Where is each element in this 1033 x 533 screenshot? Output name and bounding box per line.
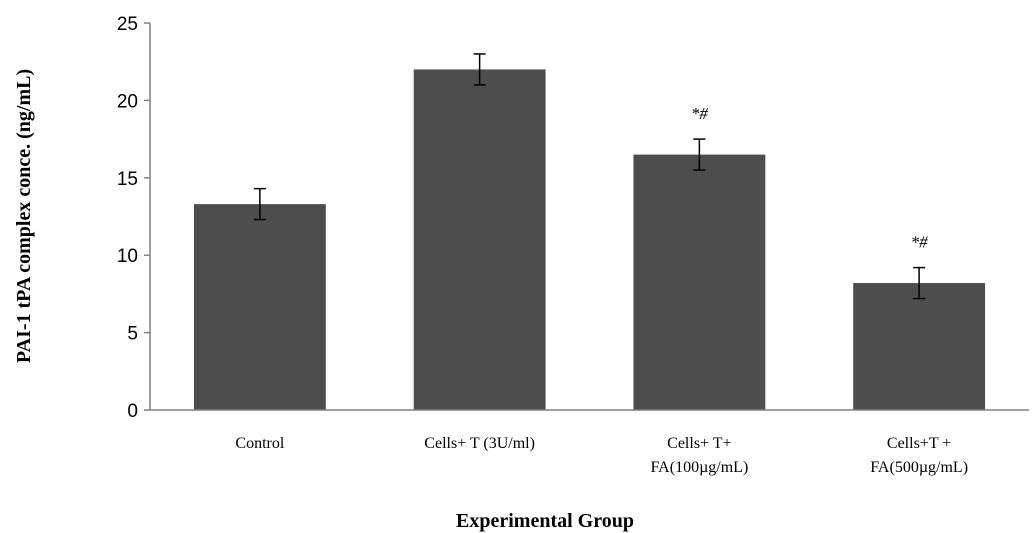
significance-annotation: *# xyxy=(911,233,929,252)
bars xyxy=(193,69,986,410)
bar xyxy=(413,69,546,410)
y-tick-label: 5 xyxy=(127,324,138,345)
y-axis-title: PAI-1 tPA complex conce. (ng/mL) xyxy=(13,69,35,363)
y-tick-label: 25 xyxy=(117,14,138,35)
x-axis-categories: Control Cells+ T (3U/ml) Cells+ T+ FA(100µg… xyxy=(235,435,968,476)
significance-annotation: *# xyxy=(691,104,709,123)
x-category-label: Cells+T + xyxy=(887,435,951,452)
x-category-label: Cells+ T (3U/ml) xyxy=(424,435,535,452)
x-category-label: FA(500µg/mL) xyxy=(870,459,968,476)
bar xyxy=(633,154,766,410)
bar xyxy=(853,283,986,410)
bar xyxy=(193,204,326,410)
x-category-label: Cells+ T+ xyxy=(667,435,731,452)
y-tick-label: 20 xyxy=(117,91,138,112)
y-tick-label: 10 xyxy=(117,246,138,267)
error-bars xyxy=(253,53,926,300)
y-tick-label: 15 xyxy=(117,169,138,190)
x-category-label: Control xyxy=(235,435,284,452)
y-axis-ticks: 0 5 10 15 20 25 xyxy=(117,14,150,422)
annotations: *# *# xyxy=(691,104,928,251)
x-axis-title: Experimental Group xyxy=(456,510,634,532)
y-tick-label: 0 xyxy=(127,401,138,422)
x-category-label: FA(100µg/mL) xyxy=(650,459,748,476)
